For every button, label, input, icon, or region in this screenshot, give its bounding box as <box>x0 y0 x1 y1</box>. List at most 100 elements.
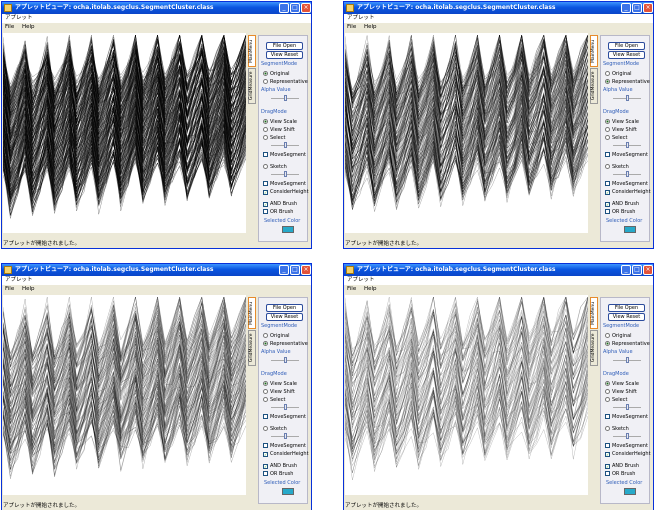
parallel-coordinates-plot[interactable] <box>3 295 246 495</box>
checkbox-and-brush[interactable]: ✓ AND Brush <box>263 201 297 207</box>
menu-file[interactable]: File <box>347 286 357 292</box>
tab-main-menu[interactable]: MainMenu <box>590 297 598 329</box>
radio-select-indicator[interactable] <box>263 397 268 402</box>
radio-view-scale-indicator[interactable] <box>605 119 610 124</box>
radio-representative[interactable]: Representative <box>263 341 308 347</box>
alpha-value-slider[interactable] <box>613 357 641 363</box>
checkbox-and-brush[interactable]: ✓ AND Brush <box>605 463 639 469</box>
title-bar[interactable]: アプレットビューア: ocha.itolab.segclus.SegmentCl… <box>2 264 311 276</box>
radio-select[interactable]: Select <box>263 397 285 403</box>
radio-select[interactable]: Select <box>605 135 627 141</box>
checkbox-consider-height[interactable]: ✓ ConsiderHeight <box>605 189 651 195</box>
parallel-coordinates-plot[interactable] <box>345 295 588 495</box>
radio-view-scale-indicator[interactable] <box>263 119 268 124</box>
sketch-slider[interactable] <box>271 433 299 439</box>
radio-view-scale[interactable]: View Scale <box>263 381 297 387</box>
checkbox-consider-height-box[interactable]: ✓ <box>605 452 610 457</box>
close-button[interactable]: × <box>643 3 653 13</box>
alpha-slider-thumb[interactable] <box>284 95 287 101</box>
checkbox-move-segment-2-box[interactable] <box>263 443 268 448</box>
file-open-button[interactable]: File Open <box>608 42 645 50</box>
checkbox-move-segment-2-box[interactable] <box>263 181 268 186</box>
radio-view-scale[interactable]: View Scale <box>263 119 297 125</box>
sketch-slider-thumb[interactable] <box>626 433 629 439</box>
close-button[interactable]: × <box>643 265 653 275</box>
radio-original[interactable]: Original <box>605 333 632 339</box>
applet-menu-label[interactable]: アプレット <box>347 277 375 283</box>
checkbox-and-brush[interactable]: ✓ AND Brush <box>263 463 297 469</box>
maximize-button[interactable]: □ <box>632 3 642 13</box>
checkbox-and-brush-box[interactable]: ✓ <box>263 464 268 469</box>
radio-select-indicator[interactable] <box>605 135 610 140</box>
radio-representative[interactable]: Representative <box>605 341 650 347</box>
checkbox-and-brush-box[interactable]: ✓ <box>263 202 268 207</box>
radio-representative-indicator[interactable] <box>263 341 268 346</box>
maximize-button[interactable]: □ <box>632 265 642 275</box>
radio-original[interactable]: Original <box>263 333 290 339</box>
select-slider[interactable] <box>271 404 299 410</box>
view-reset-button[interactable]: View Reset <box>266 313 303 321</box>
radio-representative[interactable]: Representative <box>263 79 308 85</box>
radio-original-indicator[interactable] <box>605 71 610 76</box>
checkbox-consider-height[interactable]: ✓ ConsiderHeight <box>605 451 651 457</box>
checkbox-move-segment-2[interactable]: MoveSegment <box>605 181 648 187</box>
radio-view-shift[interactable]: View Shift <box>605 389 637 395</box>
radio-select[interactable]: Select <box>605 397 627 403</box>
applet-menu[interactable]: アプレット <box>344 14 653 23</box>
title-bar[interactable]: アプレットビューア: ocha.itolab.segclus.SegmentCl… <box>2 2 311 14</box>
alpha-slider-thumb[interactable] <box>626 357 629 363</box>
radio-view-shift-indicator[interactable] <box>263 127 268 132</box>
checkbox-move-segment-2[interactable]: MoveSegment <box>263 181 306 187</box>
radio-view-shift-indicator[interactable] <box>605 127 610 132</box>
menu-help[interactable]: Help <box>21 24 35 30</box>
parallel-coordinates-plot[interactable] <box>3 33 246 233</box>
select-slider[interactable] <box>613 404 641 410</box>
radio-representative[interactable]: Representative <box>605 79 650 85</box>
radio-representative-indicator[interactable] <box>605 79 610 84</box>
radio-view-shift[interactable]: View Shift <box>605 127 637 133</box>
minimize-button[interactable]: _ <box>279 3 289 13</box>
alpha-value-slider[interactable] <box>271 357 299 363</box>
select-slider-thumb[interactable] <box>626 404 629 410</box>
tab-grid-measure[interactable]: GridMeasure <box>248 68 256 104</box>
sketch-slider-thumb[interactable] <box>284 433 287 439</box>
alpha-value-slider[interactable] <box>271 95 299 101</box>
view-reset-button[interactable]: View Reset <box>608 313 645 321</box>
tab-main-menu[interactable]: MainMenu <box>248 35 256 67</box>
applet-menu-label[interactable]: アプレット <box>5 277 33 283</box>
checkbox-move-segment-2-box[interactable] <box>605 181 610 186</box>
tab-grid-measure[interactable]: GridMeasure <box>590 68 598 104</box>
radio-sketch-indicator[interactable] <box>263 164 268 169</box>
select-slider[interactable] <box>613 142 641 148</box>
radio-view-shift[interactable]: View Shift <box>263 127 295 133</box>
applet-menu-label[interactable]: アプレット <box>347 15 375 21</box>
alpha-slider-thumb[interactable] <box>284 357 287 363</box>
menu-help[interactable]: Help <box>21 286 35 292</box>
radio-select-indicator[interactable] <box>263 135 268 140</box>
checkbox-move-segment-2[interactable]: MoveSegment <box>605 443 648 449</box>
alpha-slider-thumb[interactable] <box>626 95 629 101</box>
select-slider[interactable] <box>271 142 299 148</box>
maximize-button[interactable]: □ <box>290 265 300 275</box>
checkbox-or-brush[interactable]: OR Brush <box>605 471 635 477</box>
checkbox-or-brush[interactable]: OR Brush <box>263 471 293 477</box>
plot-canvas[interactable] <box>345 295 588 495</box>
radio-view-shift-indicator[interactable] <box>263 389 268 394</box>
menu-help[interactable]: Help <box>363 24 377 30</box>
title-bar[interactable]: アプレットビューア: ocha.itolab.segclus.SegmentCl… <box>344 264 653 276</box>
minimize-button[interactable]: _ <box>279 265 289 275</box>
checkbox-move-segment-box[interactable] <box>605 152 610 157</box>
checkbox-move-segment-box[interactable] <box>605 414 610 419</box>
checkbox-or-brush[interactable]: OR Brush <box>605 209 635 215</box>
checkbox-move-segment-2[interactable]: MoveSegment <box>263 443 306 449</box>
radio-view-scale-indicator[interactable] <box>605 381 610 386</box>
tab-grid-measure[interactable]: GridMeasure <box>590 330 598 366</box>
radio-representative-indicator[interactable] <box>605 341 610 346</box>
checkbox-move-segment[interactable]: MoveSegment <box>605 414 648 420</box>
parallel-coordinates-plot[interactable] <box>345 33 588 233</box>
applet-menu[interactable]: アプレット <box>2 14 311 23</box>
select-slider-thumb[interactable] <box>284 142 287 148</box>
file-open-button[interactable]: File Open <box>266 304 303 312</box>
checkbox-move-segment-box[interactable] <box>263 152 268 157</box>
view-reset-button[interactable]: View Reset <box>608 51 645 59</box>
